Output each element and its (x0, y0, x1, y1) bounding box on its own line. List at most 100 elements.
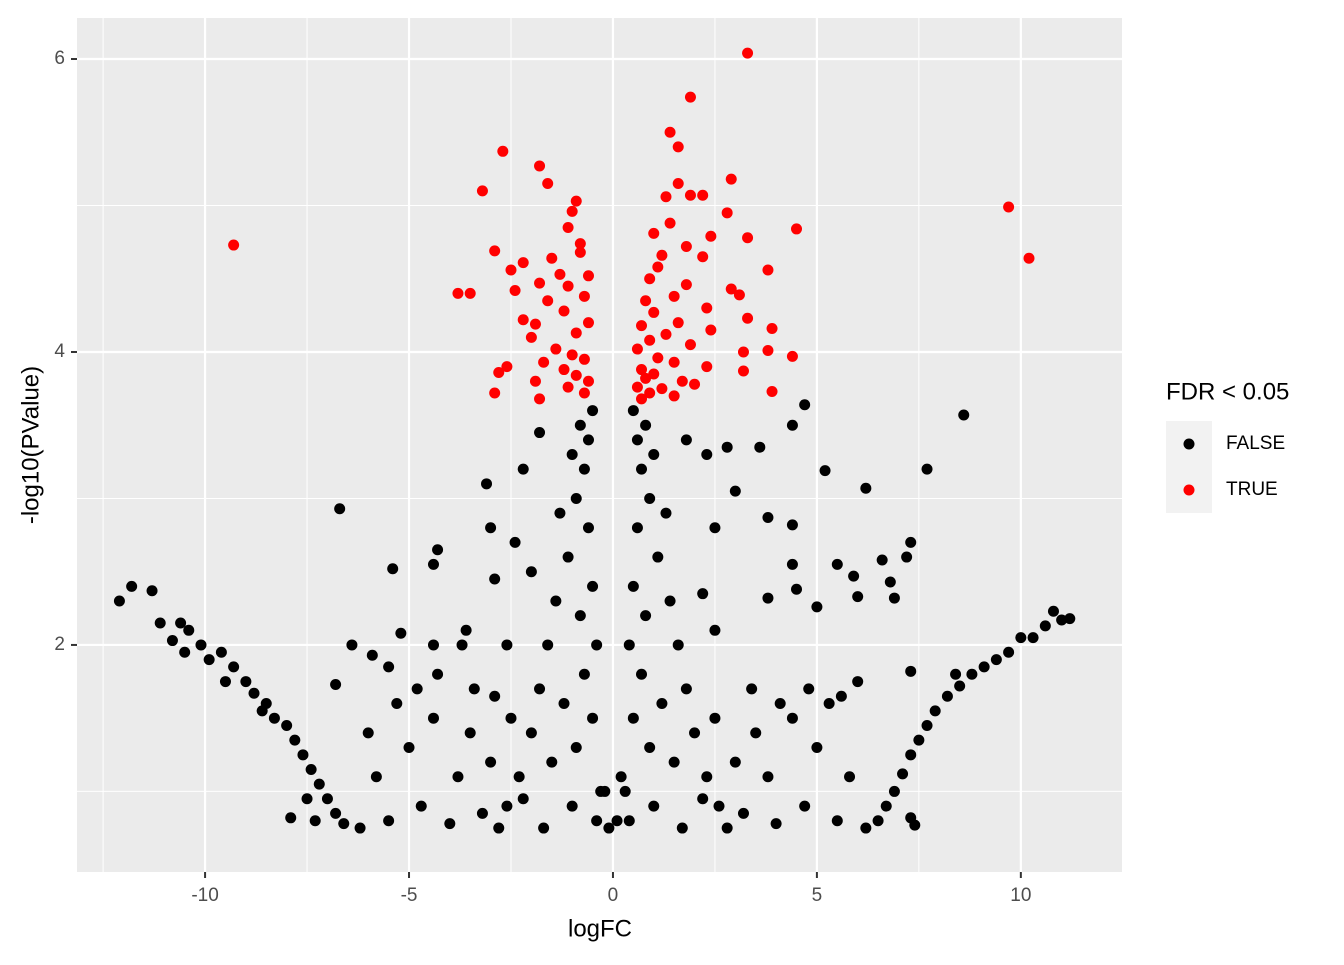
point (195, 639, 207, 651)
point (631, 434, 643, 446)
point (456, 639, 468, 651)
point (668, 390, 680, 402)
point (990, 654, 1002, 666)
point (648, 368, 660, 380)
point (558, 698, 570, 710)
point (566, 449, 578, 461)
x-axis-label: logFC (568, 915, 632, 942)
point (485, 522, 497, 534)
point (285, 812, 297, 824)
y-tick-label: 2 (54, 634, 65, 655)
point (281, 720, 293, 732)
point (330, 807, 342, 819)
point (901, 551, 913, 563)
point (146, 585, 158, 597)
point (791, 223, 803, 235)
point (240, 676, 252, 688)
point (750, 727, 762, 739)
point (248, 687, 260, 699)
point (562, 280, 574, 292)
point (366, 649, 378, 661)
point (652, 352, 664, 364)
point (848, 570, 860, 582)
point (786, 558, 798, 570)
point (786, 419, 798, 431)
point (656, 249, 668, 261)
point (1056, 614, 1068, 626)
point (701, 449, 713, 461)
point (562, 381, 574, 393)
point (623, 639, 635, 651)
point (644, 273, 656, 285)
point (709, 624, 721, 636)
point (1003, 646, 1015, 658)
point (672, 178, 684, 190)
point (909, 819, 921, 831)
point (786, 350, 798, 362)
legend-label: TRUE (1226, 479, 1278, 500)
point (493, 366, 505, 378)
legend-marker (1183, 438, 1195, 450)
point (648, 800, 660, 812)
point (574, 419, 586, 431)
point (697, 588, 709, 600)
point (791, 583, 803, 595)
point (313, 778, 325, 790)
x-tick-label: 0 (608, 885, 619, 906)
x-tick-label: 5 (812, 885, 823, 906)
point (905, 536, 917, 548)
point (631, 522, 643, 534)
point (391, 698, 403, 710)
point (978, 661, 990, 673)
point (905, 749, 917, 761)
point (501, 800, 513, 812)
point (627, 405, 639, 417)
point (525, 727, 537, 739)
point (835, 690, 847, 702)
point (529, 375, 541, 387)
point (684, 339, 696, 351)
point (228, 239, 240, 251)
point (529, 318, 541, 330)
point (574, 238, 586, 250)
point (729, 485, 741, 497)
point (615, 771, 627, 783)
point (468, 683, 480, 695)
point (452, 771, 464, 783)
point (558, 305, 570, 317)
point (958, 409, 970, 421)
point (1027, 632, 1039, 644)
point (578, 387, 590, 399)
point (648, 449, 660, 461)
point (534, 683, 546, 695)
point (603, 822, 615, 834)
point (383, 661, 395, 673)
point (550, 343, 562, 355)
point (175, 617, 187, 629)
point (427, 639, 439, 651)
point (860, 822, 872, 834)
point (525, 331, 537, 343)
point (1047, 605, 1059, 617)
point (897, 768, 909, 780)
point (644, 741, 656, 753)
point (256, 705, 268, 717)
point (464, 287, 476, 299)
point (860, 482, 872, 494)
point (403, 741, 415, 753)
point (387, 563, 399, 575)
point (644, 387, 656, 399)
point (582, 434, 594, 446)
point (913, 734, 925, 746)
point (754, 441, 766, 453)
point (415, 800, 427, 812)
point (929, 705, 941, 717)
point (762, 345, 774, 357)
point (538, 822, 550, 834)
point (888, 592, 900, 604)
point (664, 595, 676, 607)
point (766, 323, 778, 335)
point (354, 822, 366, 834)
point (680, 279, 692, 291)
point (640, 610, 652, 622)
